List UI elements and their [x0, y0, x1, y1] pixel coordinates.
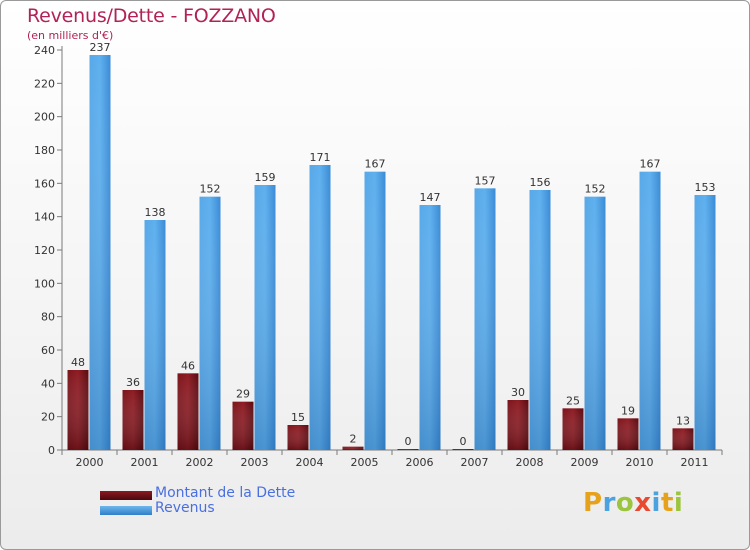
proxiti-logo: Proxiti	[583, 488, 683, 518]
data-label-revenus-2007: 157	[475, 174, 496, 187]
x-tick-label: 2006	[406, 456, 434, 469]
bar-shade-revenus-2005	[364, 171, 386, 450]
legend-label-dette: Montant de la Dette	[155, 485, 296, 501]
x-tick-label: 2002	[186, 456, 214, 469]
bar-shade-dette-2010	[617, 418, 639, 450]
logo-letter: r	[602, 488, 616, 518]
bar-shade-revenus-2001	[144, 220, 166, 450]
data-label-revenus-2000: 237	[90, 41, 111, 54]
logo-letter: t	[660, 488, 674, 518]
y-tick-label: 60	[41, 344, 55, 357]
bar-shade-dette-2011	[672, 428, 694, 450]
bar-shade-dette-2005	[342, 446, 364, 450]
bar-shade-revenus-2009	[584, 196, 606, 450]
bar-shade-dette-2008	[507, 400, 529, 450]
data-label-dette-2002: 46	[181, 359, 195, 372]
y-tick-label: 200	[34, 111, 55, 124]
y-tick-label: 40	[41, 377, 55, 390]
data-label-dette-2000: 48	[71, 356, 85, 369]
x-tick-label: 2005	[351, 456, 379, 469]
data-label-dette-2010: 19	[621, 404, 635, 417]
logo-letter: i	[651, 488, 661, 518]
bar-shade-dette-2001	[122, 390, 144, 450]
data-label-dette-2008: 30	[511, 386, 525, 399]
x-tick-label: 2003	[241, 456, 269, 469]
y-tick-label: 240	[34, 44, 55, 57]
bar-shade-revenus-2004	[309, 165, 331, 450]
bar-shade-dette-2009	[562, 408, 584, 450]
data-label-revenus-2009: 152	[585, 183, 606, 196]
data-label-revenus-2003: 159	[255, 171, 276, 184]
legend-swatch-revenus	[100, 506, 152, 515]
data-label-dette-2003: 29	[236, 388, 250, 401]
logo-letter: i	[673, 488, 684, 518]
y-tick-label: 0	[48, 444, 55, 457]
data-label-dette-2007: 0	[460, 435, 467, 448]
x-tick-label: 2011	[681, 456, 709, 469]
y-tick-label: 160	[34, 177, 55, 190]
bar-shade-dette-2002	[177, 373, 199, 450]
chart-title: Revenus/Dette - FOZZANO	[27, 5, 276, 27]
bar-shade-revenus-2003	[254, 185, 276, 450]
data-label-revenus-2010: 167	[640, 158, 661, 171]
x-tick-label: 2000	[76, 456, 104, 469]
legend-label-revenus: Revenus	[155, 500, 215, 516]
logo-letter: x	[634, 488, 652, 518]
data-label-revenus-2005: 167	[365, 158, 386, 171]
logo-letter: o	[615, 488, 635, 518]
bar-shade-dette-2007	[452, 449, 474, 450]
bar-shade-revenus-2006	[419, 205, 441, 450]
bar-shade-revenus-2008	[529, 190, 551, 450]
data-label-revenus-2002: 152	[200, 183, 221, 196]
bar-shade-revenus-2007	[474, 188, 496, 451]
bar-shade-dette-2000	[67, 370, 89, 450]
bar-shade-revenus-2000	[89, 55, 111, 450]
y-tick-label: 100	[34, 277, 55, 290]
data-label-revenus-2011: 153	[695, 181, 716, 194]
x-tick-label: 2007	[461, 456, 489, 469]
y-tick-label: 20	[41, 411, 55, 424]
bar-shade-revenus-2010	[639, 171, 661, 450]
logo-letter: P	[583, 488, 603, 518]
y-tick-label: 80	[41, 311, 55, 324]
bar-shade-dette-2006	[397, 449, 419, 450]
data-label-dette-2011: 13	[676, 414, 690, 427]
data-label-revenus-2006: 147	[420, 191, 441, 204]
legend-swatch-dette	[100, 491, 152, 500]
bar-shade-revenus-2002	[199, 196, 221, 450]
bar-shade-dette-2003	[232, 401, 254, 450]
y-tick-label: 140	[34, 211, 55, 224]
x-tick-label: 2004	[296, 456, 324, 469]
data-label-dette-2005: 2	[350, 433, 357, 446]
x-tick-label: 2001	[131, 456, 159, 469]
bar-shade-dette-2004	[287, 425, 309, 450]
x-tick-label: 2009	[571, 456, 599, 469]
data-label-dette-2001: 36	[126, 376, 140, 389]
data-label-dette-2009: 25	[566, 394, 580, 407]
chart-subtitle: (en milliers d'€)	[27, 29, 114, 42]
y-tick-label: 220	[34, 77, 55, 90]
data-label-revenus-2004: 171	[310, 151, 331, 164]
data-label-dette-2004: 15	[291, 411, 305, 424]
x-tick-label: 2010	[626, 456, 654, 469]
data-label-revenus-2008: 156	[530, 176, 551, 189]
y-tick-label: 180	[34, 144, 55, 157]
bar-shade-revenus-2011	[694, 195, 716, 450]
y-tick-label: 120	[34, 244, 55, 257]
x-tick-label: 2008	[516, 456, 544, 469]
data-label-dette-2006: 0	[405, 435, 412, 448]
data-label-revenus-2001: 138	[145, 206, 166, 219]
